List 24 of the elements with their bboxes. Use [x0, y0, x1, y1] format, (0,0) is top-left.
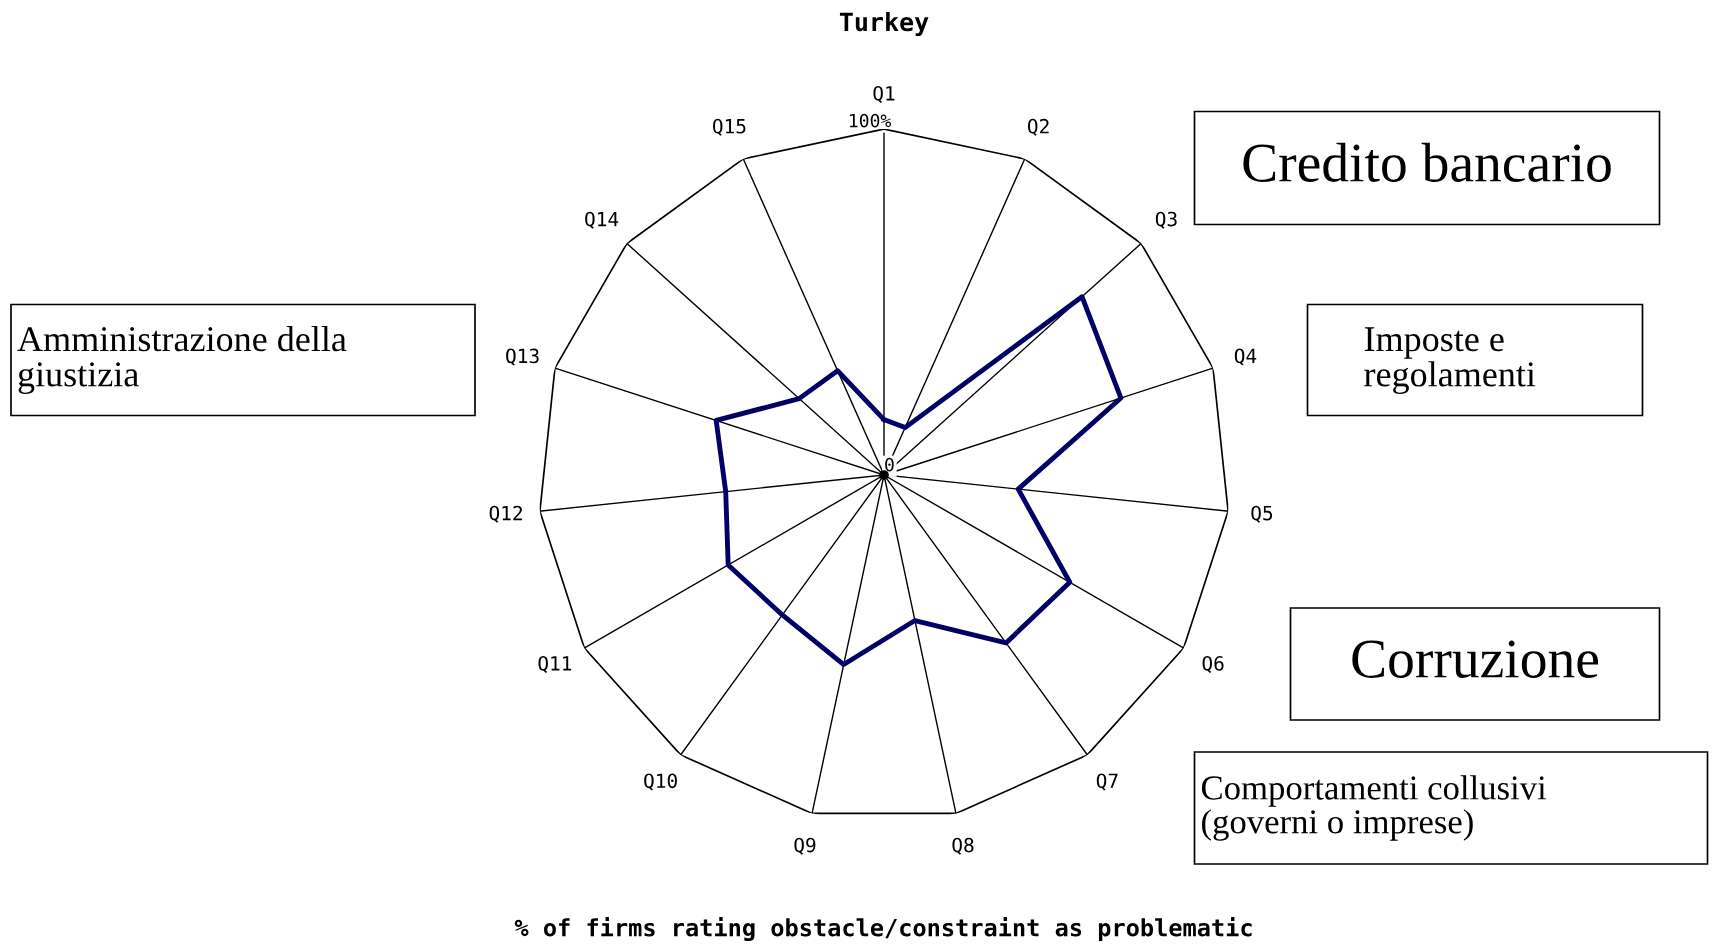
spoke-label: Q15 — [712, 118, 746, 136]
spoke-label: Q2 — [1027, 118, 1049, 136]
spoke-label: Q4 — [1234, 348, 1257, 366]
spoke-label: Q14 — [585, 211, 619, 229]
text: Comportamenti collusivi (governi o imprese) — [1201, 775, 1547, 841]
spoke-label: Q9 — [794, 837, 816, 855]
spoke-label: Q8 — [952, 837, 974, 855]
spoke-label: Q1 — [873, 85, 895, 103]
spoke-label: Q13 — [506, 348, 539, 366]
spoke-label: Q10 — [644, 773, 677, 791]
text: Amministrazione della giustizia — [17, 325, 347, 395]
text: % of firms rating obstacle/constraint as problematic — [514, 916, 1252, 942]
chart-title: Turkey — [839, 11, 929, 37]
spoke-label: Q12 — [489, 505, 522, 523]
spoke-label: Q5 — [1251, 505, 1273, 523]
y-tick-label: 100% — [850, 113, 892, 128]
spoke-label: Q11 — [538, 656, 572, 673]
y-tick-label: 0 — [885, 457, 894, 472]
text: Imposte e regolamenti — [1364, 327, 1536, 395]
text: Corruzione — [1352, 640, 1599, 678]
spoke-label: Q7 — [1096, 773, 1118, 791]
text: Credito bancario — [1243, 142, 1611, 182]
spoke-label: Q6 — [1202, 656, 1224, 673]
spoke-label: Q3 — [1155, 211, 1177, 229]
